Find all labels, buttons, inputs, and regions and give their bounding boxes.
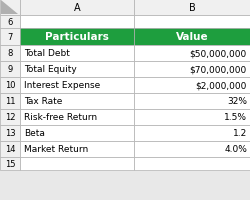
Bar [0,46,20,62]
Text: 15: 15 [5,159,15,168]
Text: Total Equity: Total Equity [24,65,76,74]
Bar [134,109,250,125]
Bar [134,78,250,94]
Bar [134,0,250,16]
Text: 1.5%: 1.5% [223,113,246,122]
Text: 4.0%: 4.0% [223,145,246,154]
Text: 13: 13 [5,129,15,138]
Text: 11: 11 [5,97,15,106]
Bar [0,109,20,125]
Text: 9: 9 [7,65,12,74]
Bar [0,141,20,157]
Bar [20,62,134,78]
Bar [0,29,20,46]
Text: 32%: 32% [226,97,246,106]
Bar [20,78,134,94]
Bar [0,94,20,109]
Polygon shape [1,1,18,15]
Text: 1.2: 1.2 [232,129,246,138]
Text: 7: 7 [7,33,13,42]
Text: Beta: Beta [24,129,45,138]
Bar [0,157,20,170]
Text: Particulars: Particulars [45,32,108,42]
Bar [0,78,20,94]
Bar [0,125,20,141]
Text: $70,000,000: $70,000,000 [189,65,246,74]
Bar [20,109,134,125]
Bar [134,94,250,109]
Text: $2,000,000: $2,000,000 [195,81,246,90]
Bar [134,62,250,78]
Bar [20,125,134,141]
Bar [20,141,134,157]
Text: Value: Value [176,32,208,42]
Bar [134,141,250,157]
Bar [20,0,134,16]
Text: Market Return: Market Return [24,145,88,154]
Bar [134,16,250,29]
Bar [134,46,250,62]
Text: 6: 6 [7,18,13,27]
Text: Interest Expense: Interest Expense [24,81,100,90]
Text: 8: 8 [7,49,13,58]
Text: A: A [74,3,80,13]
Text: 14: 14 [5,145,15,154]
Text: Total Debt: Total Debt [24,49,70,58]
Bar [0,62,20,78]
Bar [0,16,20,29]
Text: $50,000,000: $50,000,000 [189,49,246,58]
Text: Tax Rate: Tax Rate [24,97,62,106]
Bar [134,157,250,170]
Text: Risk-free Return: Risk-free Return [24,113,97,122]
Bar [20,29,134,46]
Bar [134,125,250,141]
Bar [134,29,250,46]
Text: B: B [188,3,195,13]
Bar [0,0,20,16]
Bar [20,94,134,109]
Text: 12: 12 [5,113,15,122]
Bar [20,16,134,29]
Bar [20,46,134,62]
Text: 10: 10 [5,81,15,90]
Bar [20,157,134,170]
